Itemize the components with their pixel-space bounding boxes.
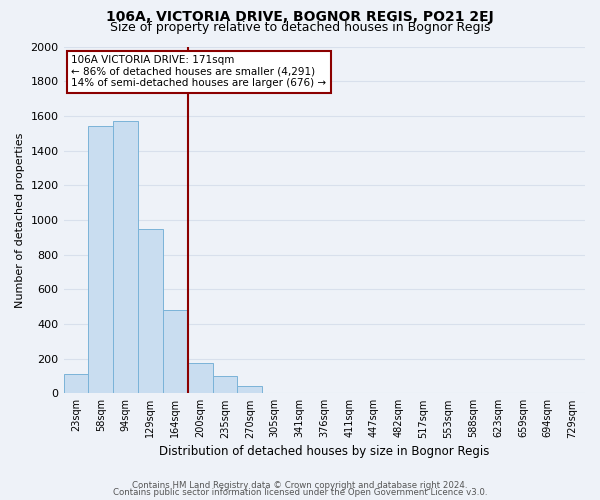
Bar (88, 126, 113, 394)
Text: 106A, VICTORIA DRIVE, BOGNOR REGIS, PO21 2EJ: 106A, VICTORIA DRIVE, BOGNOR REGIS, PO21… (106, 10, 494, 24)
Text: Contains HM Land Registry data © Crown copyright and database right 2024.: Contains HM Land Registry data © Crown c… (132, 481, 468, 490)
Bar (64, 374, 88, 394)
Bar (113, 121, 138, 394)
Bar (238, 386, 262, 394)
X-axis label: Distribution of detached houses by size in Bognor Regis: Distribution of detached houses by size … (159, 444, 490, 458)
Text: 106A VICTORIA DRIVE: 171sqm
← 86% of detached houses are smaller (4,291)
14% of : 106A VICTORIA DRIVE: 171sqm ← 86% of det… (71, 55, 326, 88)
Bar (188, 363, 212, 394)
Bar (138, 228, 163, 394)
Bar (163, 310, 188, 394)
Bar (212, 376, 238, 394)
Y-axis label: Number of detached properties: Number of detached properties (15, 132, 25, 308)
Text: Contains public sector information licensed under the Open Government Licence v3: Contains public sector information licen… (113, 488, 487, 497)
Text: Size of property relative to detached houses in Bognor Regis: Size of property relative to detached ho… (110, 21, 490, 34)
